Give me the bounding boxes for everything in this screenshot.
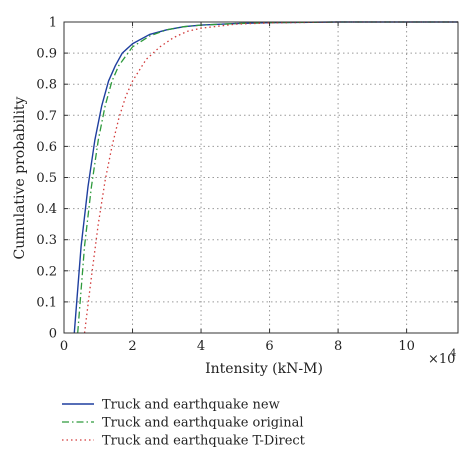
legend-label-3: Truck and earthquake T-Direct bbox=[102, 434, 306, 449]
x-tick-label: 6 bbox=[265, 339, 273, 354]
series-line-2 bbox=[77, 21, 458, 334]
y-tick-label: 0.2 bbox=[36, 264, 57, 279]
y-tick-label: 0.1 bbox=[36, 295, 57, 310]
series-line-1 bbox=[73, 21, 458, 334]
x-tick-label: 0 bbox=[60, 339, 68, 354]
y-tick-label: 1 bbox=[49, 16, 57, 31]
tick-labels: 0 2 4 6 8 10 0 0.1 0.2 0.3 0.4 0.5 0.6 0.7 0.8 0.9 1 bbox=[36, 16, 415, 355]
legend: Truck and earthquake new Truck and earthq… bbox=[62, 398, 306, 449]
axes bbox=[63, 21, 459, 334]
grid-lines bbox=[64, 21, 458, 333]
y-axis-label: Cumulative probability bbox=[12, 96, 28, 259]
x-axis-label: Intensity (kN-M) bbox=[205, 361, 323, 377]
y-tick-label: 0.4 bbox=[36, 202, 57, 217]
y-tick-label: 0.6 bbox=[36, 140, 57, 155]
y-tick-label: 0.3 bbox=[36, 233, 57, 248]
y-tick-label: 0.9 bbox=[36, 47, 57, 62]
x-tick-label: 10 bbox=[398, 339, 415, 354]
x-axis-multiplier-exponent: 4 bbox=[450, 348, 456, 359]
series-lines bbox=[73, 21, 458, 334]
x-tick-label: 8 bbox=[334, 339, 342, 354]
legend-label-2: Truck and earthquake original bbox=[102, 416, 304, 431]
y-tick-label: 0.7 bbox=[36, 109, 57, 124]
y-tick-label: 0 bbox=[49, 327, 57, 342]
x-axis-multiplier-base: ×10 bbox=[428, 352, 455, 367]
x-axis-multiplier: ×10 4 bbox=[428, 348, 456, 367]
x-tick-label: 4 bbox=[197, 339, 205, 354]
y-tick-label: 0.5 bbox=[36, 171, 57, 186]
x-tick-label: 2 bbox=[128, 339, 136, 354]
y-tick-label: 0.8 bbox=[36, 78, 57, 93]
legend-label-1: Truck and earthquake new bbox=[102, 398, 280, 413]
